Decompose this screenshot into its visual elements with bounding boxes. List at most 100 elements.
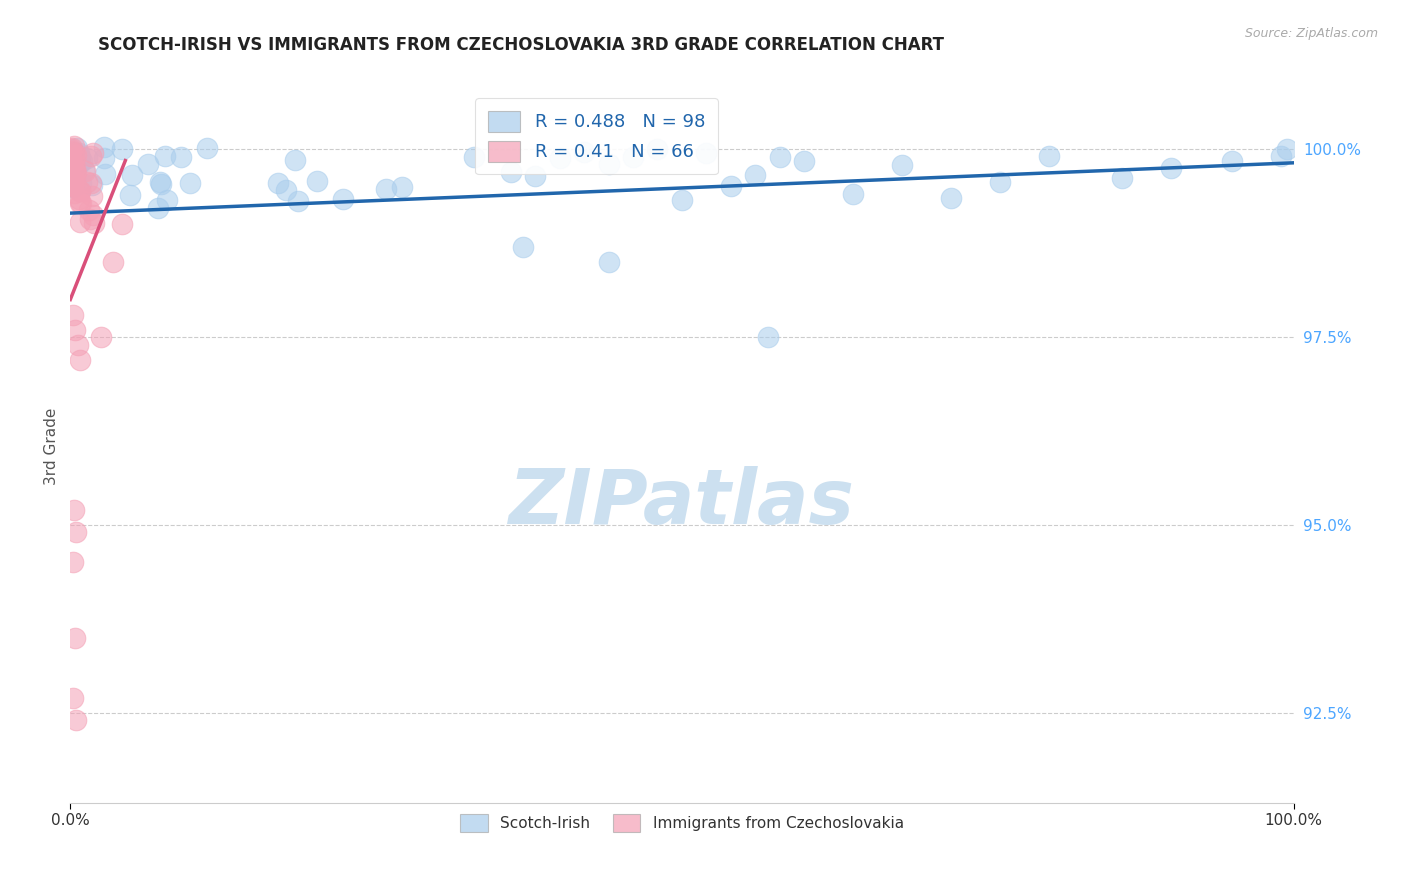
Point xyxy=(67,145,90,160)
Point xyxy=(111,143,134,157)
Point xyxy=(62,186,84,200)
Point xyxy=(65,153,87,167)
Point xyxy=(512,240,534,254)
Point xyxy=(60,141,83,155)
Point xyxy=(524,169,547,183)
Point xyxy=(195,141,218,155)
Point xyxy=(63,503,86,517)
Point xyxy=(671,193,693,207)
Point xyxy=(305,174,328,188)
Point xyxy=(63,139,86,153)
Point xyxy=(63,145,86,160)
Point xyxy=(67,148,90,162)
Point xyxy=(80,189,103,203)
Point xyxy=(66,141,89,155)
Point xyxy=(77,203,100,218)
Point xyxy=(76,151,98,165)
Point xyxy=(1111,170,1133,185)
Point xyxy=(939,191,962,205)
Point xyxy=(769,150,792,164)
Point xyxy=(60,155,83,169)
Point xyxy=(94,167,117,181)
Point xyxy=(90,330,112,344)
Point xyxy=(744,168,766,182)
Point xyxy=(67,193,90,207)
Point xyxy=(65,713,87,727)
Point xyxy=(69,185,91,199)
Point xyxy=(62,178,84,193)
Point xyxy=(62,151,84,165)
Text: Source: ZipAtlas.com: Source: ZipAtlas.com xyxy=(1244,27,1378,40)
Point xyxy=(1038,149,1060,163)
Point xyxy=(70,176,93,190)
Point xyxy=(136,157,159,171)
Point xyxy=(62,556,84,570)
Point xyxy=(65,174,87,188)
Point xyxy=(1270,148,1292,162)
Point xyxy=(988,175,1011,189)
Point xyxy=(332,192,354,206)
Point xyxy=(63,162,86,177)
Point xyxy=(60,142,83,156)
Point xyxy=(101,255,124,269)
Point xyxy=(83,215,105,229)
Point xyxy=(76,175,98,189)
Y-axis label: 3rd Grade: 3rd Grade xyxy=(44,408,59,484)
Point xyxy=(1220,153,1243,168)
Point xyxy=(65,148,87,162)
Point xyxy=(69,195,91,210)
Point xyxy=(93,151,115,165)
Point xyxy=(60,152,83,166)
Point xyxy=(66,337,89,351)
Point xyxy=(375,182,398,196)
Point xyxy=(169,150,191,164)
Point xyxy=(276,183,298,197)
Point xyxy=(82,178,104,192)
Legend: Scotch-Irish, Immigrants from Czechoslovakia: Scotch-Irish, Immigrants from Czechoslov… xyxy=(454,808,910,838)
Point xyxy=(60,147,83,161)
Point xyxy=(59,144,82,158)
Point xyxy=(179,176,201,190)
Point xyxy=(548,151,571,165)
Point xyxy=(647,142,669,156)
Point xyxy=(153,149,176,163)
Point xyxy=(267,176,290,190)
Point xyxy=(572,145,595,159)
Point xyxy=(1160,161,1182,175)
Point xyxy=(156,193,179,207)
Point xyxy=(63,631,86,645)
Point xyxy=(148,201,170,215)
Point xyxy=(121,168,143,182)
Point xyxy=(73,164,96,178)
Point xyxy=(287,194,309,208)
Point xyxy=(73,162,96,177)
Point xyxy=(842,186,865,201)
Point xyxy=(62,690,84,705)
Point xyxy=(499,165,522,179)
Point xyxy=(148,175,170,189)
Point xyxy=(621,150,644,164)
Point xyxy=(284,153,307,167)
Point xyxy=(111,218,134,232)
Point xyxy=(756,330,779,344)
Point xyxy=(598,157,620,171)
Point xyxy=(80,148,103,162)
Point xyxy=(65,160,87,174)
Point xyxy=(79,211,101,226)
Point xyxy=(63,322,86,336)
Point xyxy=(65,153,87,168)
Point xyxy=(59,158,82,172)
Point xyxy=(598,255,620,269)
Point xyxy=(67,158,90,172)
Point xyxy=(391,180,413,194)
Point xyxy=(891,158,914,172)
Point xyxy=(69,155,91,169)
Point xyxy=(60,145,83,160)
Point xyxy=(63,161,86,175)
Point xyxy=(69,184,91,198)
Point xyxy=(65,166,87,180)
Point xyxy=(72,153,94,168)
Point xyxy=(695,145,717,160)
Point xyxy=(720,179,742,194)
Point xyxy=(69,352,91,367)
